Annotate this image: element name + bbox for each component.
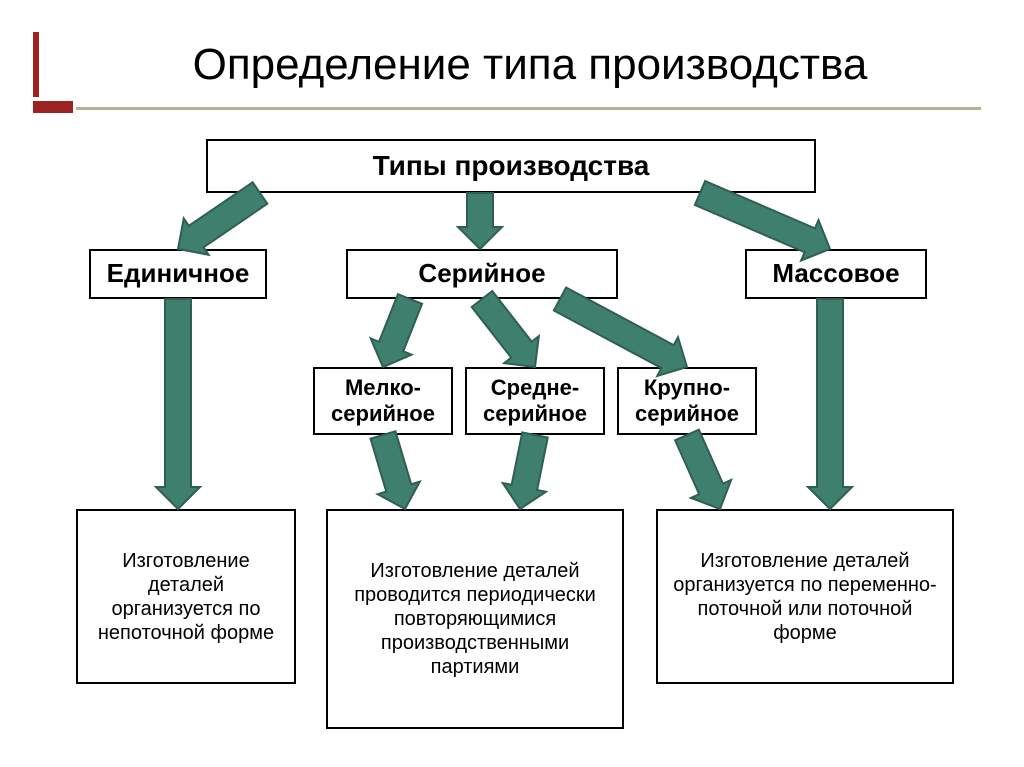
node-root-label: Типы производства — [373, 149, 650, 183]
arrow-mass-to-desc3 — [808, 299, 852, 509]
accent-vertical-bar — [33, 32, 39, 97]
arrow-root-to-serial — [458, 193, 502, 249]
node-serial-label: Серийное — [418, 258, 545, 289]
arrow-medium-to-desc2 — [498, 431, 556, 514]
node-desc2-label: Изготовление деталей проводится периодич… — [336, 559, 614, 679]
arrow-serial-to-small — [363, 291, 431, 375]
slide-title: Определение типа производства — [100, 32, 960, 97]
arrow-small-to-desc2 — [362, 429, 426, 516]
node-root: Типы производства — [206, 139, 816, 193]
node-large-label: Крупно-серийное — [635, 375, 739, 428]
node-serial: Серийное — [346, 249, 618, 299]
node-single-label: Единичное — [107, 258, 250, 289]
node-desc-single: Изготовление деталей организуется по неп… — [76, 509, 296, 684]
node-desc3-label: Изготовление деталей организуется по пер… — [666, 549, 944, 645]
title-divider — [76, 107, 981, 110]
node-desc-mass: Изготовление деталей организуется по пер… — [656, 509, 954, 684]
node-single: Единичное — [89, 249, 267, 299]
node-mass-label: Массовое — [772, 258, 899, 289]
node-medium-serial: Средне-серийное — [465, 367, 605, 435]
node-large-serial: Крупно-серийное — [617, 367, 757, 435]
arrow-single-to-desc1 — [156, 299, 200, 509]
node-desc1-label: Изготовление деталей организуется по неп… — [86, 549, 286, 645]
node-desc-serial: Изготовление деталей проводится периодич… — [326, 509, 624, 729]
arrow-large-to-desc3 — [667, 426, 740, 518]
node-small-serial: Мелко-серийное — [313, 367, 453, 435]
accent-horizontal-block — [33, 101, 73, 113]
slide: Определение типа производства Типы произ… — [0, 0, 1024, 767]
node-mass: Массовое — [745, 249, 927, 299]
node-small-label: Мелко-серийное — [331, 375, 435, 428]
node-medium-label: Средне-серийное — [483, 375, 587, 428]
